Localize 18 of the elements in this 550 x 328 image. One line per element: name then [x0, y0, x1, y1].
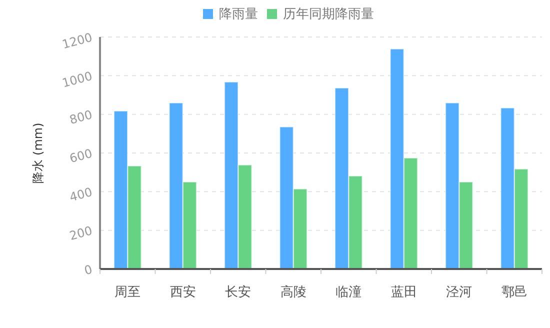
x-tick-label: 蓝田: [390, 285, 417, 300]
x-tick-label: 鄠邑: [501, 285, 528, 300]
y-tick-label: 0: [82, 262, 94, 278]
y-tick-label: 200: [68, 224, 94, 244]
y-tick-label: 1000: [60, 68, 94, 90]
x-tick-label: 周至: [114, 285, 141, 300]
legend-label: 降雨量: [219, 7, 258, 22]
x-tick-label: 西安: [170, 284, 196, 300]
y-tick-label: 600: [68, 146, 94, 166]
y-axis-title: 降水 (mm): [31, 122, 45, 184]
x-tick-label: 泾河: [446, 285, 472, 300]
y-tick-label: 400: [68, 184, 94, 204]
x-tick-label: 高陵: [280, 284, 306, 300]
y-tick-label: 1200: [60, 30, 94, 52]
y-tick-label: 800: [68, 108, 94, 128]
x-tick-label: 临潼: [336, 285, 362, 300]
legend-label: 历年同期降雨量: [283, 7, 374, 22]
x-tick-label: 长安: [225, 284, 252, 300]
